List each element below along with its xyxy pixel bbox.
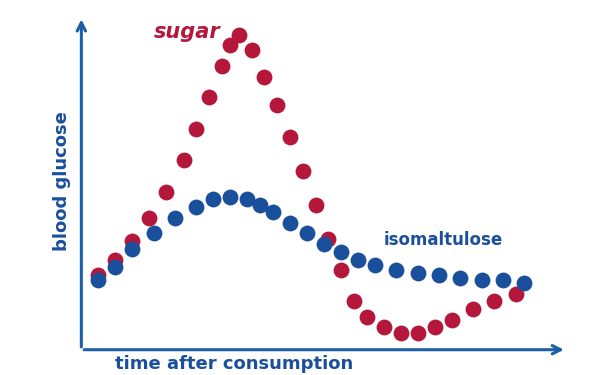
Point (371, 262, 380, 268)
Text: time after consumption: time after consumption (116, 355, 354, 373)
Point (519, 280, 529, 286)
Text: isomaltulose: isomaltulose (384, 231, 503, 249)
Point (324, 236, 333, 242)
Point (353, 256, 363, 262)
Point (162, 189, 171, 195)
Point (430, 324, 439, 330)
Point (298, 168, 308, 174)
Point (247, 48, 256, 54)
Point (145, 215, 154, 221)
Point (272, 102, 282, 108)
Point (170, 215, 180, 221)
Point (209, 196, 218, 202)
Point (336, 249, 346, 255)
Point (498, 278, 508, 284)
Point (268, 210, 278, 216)
Point (256, 202, 265, 208)
Point (192, 204, 201, 210)
Point (379, 324, 388, 330)
Point (192, 126, 201, 132)
Point (434, 272, 444, 278)
Point (336, 267, 346, 273)
Point (468, 306, 478, 312)
Point (225, 42, 235, 48)
Point (511, 291, 520, 297)
Point (111, 256, 120, 262)
Point (490, 298, 499, 304)
Point (413, 270, 422, 276)
Point (447, 316, 457, 322)
Point (260, 74, 269, 80)
Point (311, 202, 320, 208)
Point (127, 246, 137, 252)
Point (319, 241, 329, 247)
Point (349, 298, 359, 304)
Point (225, 194, 235, 200)
Point (127, 238, 137, 244)
Text: sugar: sugar (154, 22, 221, 42)
Point (285, 134, 295, 140)
Point (477, 278, 486, 284)
Point (362, 314, 371, 320)
Point (391, 267, 401, 273)
Point (243, 196, 252, 202)
Point (302, 230, 312, 236)
Point (234, 32, 244, 38)
Point (94, 272, 103, 278)
Point (285, 220, 295, 226)
Point (455, 275, 465, 281)
Point (396, 330, 406, 336)
Point (94, 278, 103, 284)
Point (111, 264, 120, 270)
Point (217, 63, 227, 69)
Text: blood glucose: blood glucose (53, 111, 71, 251)
Point (178, 157, 188, 163)
Point (205, 94, 214, 100)
Point (413, 330, 422, 336)
Point (149, 230, 158, 236)
